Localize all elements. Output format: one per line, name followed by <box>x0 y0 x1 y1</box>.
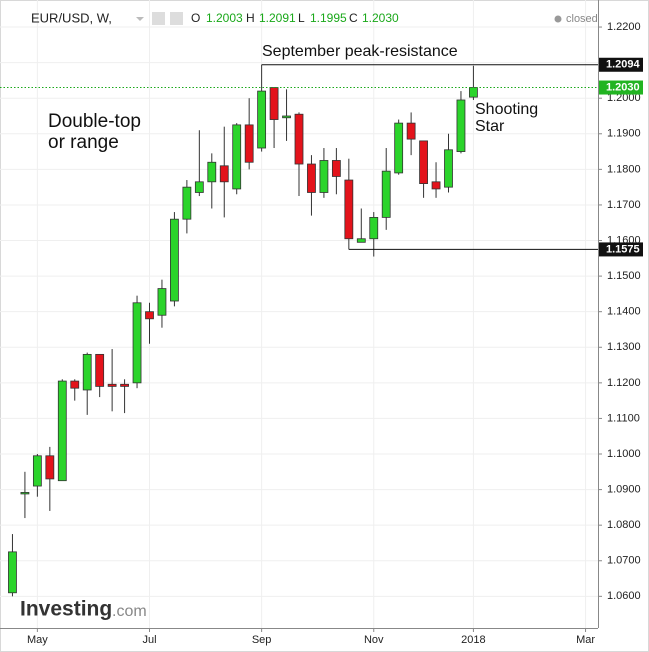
candle-body <box>57 380 67 482</box>
h-value: 1.2091 <box>259 11 296 25</box>
candle-body <box>219 165 229 183</box>
candle-body <box>294 113 304 165</box>
resistance-annotation: September peak-resistance <box>262 43 458 60</box>
o-value: 1.2003 <box>206 11 243 25</box>
x-tick-label: May <box>27 634 48 646</box>
support-label: 1.1575 <box>606 243 640 255</box>
y-tick-label: 1.1200 <box>607 377 641 389</box>
candle-body <box>70 380 80 389</box>
candle-body <box>120 383 129 387</box>
y-tick-label: 1.1700 <box>607 199 641 211</box>
y-tick-label: 1.0600 <box>607 590 641 602</box>
candle-body <box>157 288 167 316</box>
l-label: L <box>298 11 305 25</box>
candle-body <box>20 492 30 495</box>
candle-body <box>356 238 366 243</box>
candle-body <box>344 179 354 240</box>
o-label: O <box>191 11 200 25</box>
candle-body <box>331 160 341 177</box>
resistance-box <box>599 57 643 72</box>
support-box <box>599 242 643 257</box>
y-tick-label: 1.2200 <box>607 21 641 33</box>
y-tick-label: 1.1500 <box>607 270 641 282</box>
last-price-label: 1.2030 <box>606 81 640 93</box>
x-tick-label: Sep <box>252 634 272 646</box>
resistance-label: 1.2094 <box>606 59 641 71</box>
plot <box>0 64 598 597</box>
x-tick-label: Nov <box>364 634 384 646</box>
candle-body <box>95 353 105 387</box>
y-tick-label: 1.0800 <box>607 519 641 531</box>
symbol: EUR/USD, W, <box>31 10 112 25</box>
status: closed <box>566 13 598 25</box>
candle-body <box>107 383 117 387</box>
brand-suffix: .com <box>112 603 147 620</box>
status-dot <box>554 15 562 23</box>
candle-annotation: Shooting <box>475 101 538 118</box>
candle-body <box>319 160 329 193</box>
y-tick-label: 1.0900 <box>607 483 641 495</box>
x-tick-label: Mar <box>576 634 595 646</box>
candle-body <box>8 551 17 594</box>
candle-body <box>307 163 316 193</box>
candle-body <box>132 302 142 384</box>
candle-body <box>406 122 416 140</box>
y-tick-label: 1.1900 <box>607 128 641 140</box>
y-tick-label: 1.1300 <box>607 341 641 353</box>
candle-body <box>232 124 242 190</box>
candle-body <box>419 140 428 184</box>
y-tick-label: 1.1400 <box>607 306 641 318</box>
y-tick-label: 1.1800 <box>607 163 641 175</box>
y-tick-label: 1.2000 <box>607 92 641 104</box>
c-value: 1.2030 <box>362 11 399 25</box>
candle-body <box>444 149 453 188</box>
candle-body <box>456 99 466 152</box>
eye-icon[interactable] <box>152 12 165 25</box>
y-tick-label: 1.1100 <box>607 412 640 424</box>
pattern-annotation: or range <box>48 132 119 153</box>
candle-annotation: Star <box>475 118 505 135</box>
candle-body <box>182 186 192 220</box>
candle-body <box>194 181 204 193</box>
last-price-box <box>599 80 643 95</box>
dropdown-icon[interactable] <box>136 17 144 21</box>
x-tick-label: Jul <box>142 634 156 646</box>
l-value: 1.1995 <box>310 11 347 25</box>
axis-labels: 1.0600 1.0700 1.0800 1.0900 1.1000 1.1100 1.12… <box>27 21 643 646</box>
y-tick-label: 1.0700 <box>607 555 641 567</box>
brand: Investing <box>20 598 112 621</box>
candle-body <box>394 122 404 174</box>
c-label: C <box>349 11 358 25</box>
candle-body <box>282 115 291 119</box>
candle-body <box>45 455 55 480</box>
candle-body <box>82 353 92 391</box>
h-label: H <box>246 11 255 25</box>
candle-body <box>257 90 267 149</box>
candle-body <box>269 87 279 120</box>
candle-body <box>381 170 391 218</box>
candle-body <box>369 216 379 240</box>
candle-body <box>244 124 254 163</box>
candle-body <box>170 218 179 302</box>
candle-body <box>32 455 42 487</box>
y-tick-label: 1.1000 <box>607 448 641 460</box>
x-tick-label: 2018 <box>461 634 485 646</box>
candle-body <box>431 181 441 190</box>
candle-body <box>145 311 154 320</box>
pattern-annotation: Double-top <box>48 111 141 132</box>
candle-body <box>469 87 478 98</box>
settings-icon[interactable] <box>170 12 183 25</box>
candle-body <box>207 161 217 183</box>
